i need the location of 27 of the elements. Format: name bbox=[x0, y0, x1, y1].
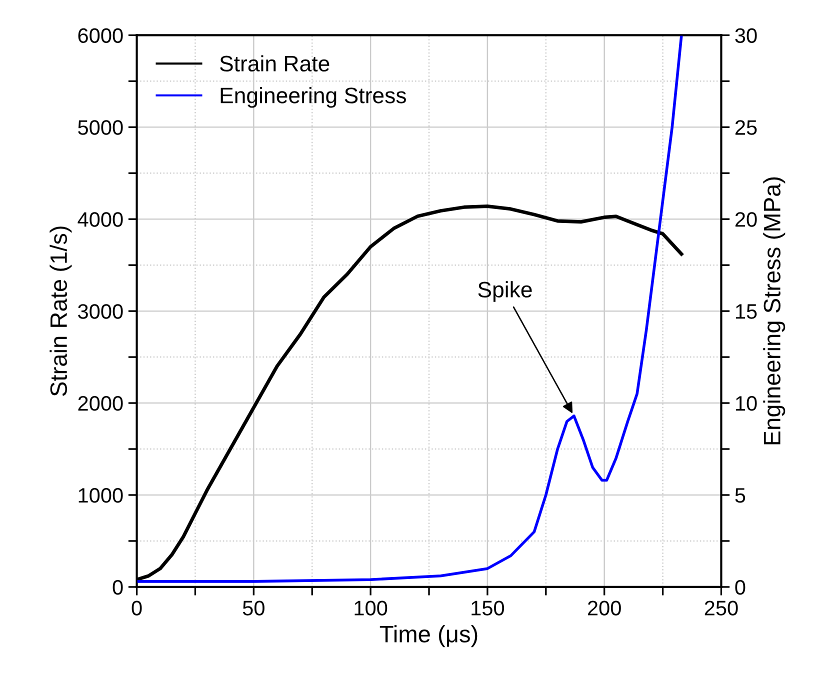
y-tick-label: 0 bbox=[112, 580, 123, 595]
y2-tick-label: 10 bbox=[736, 396, 757, 411]
y2-axis-title: Engineering Stress (MPa) bbox=[763, 177, 786, 444]
legend-label: Strain Rate bbox=[220, 55, 330, 72]
x-tick-label: 250 bbox=[704, 600, 738, 616]
legend-label: Engineering Stress bbox=[220, 87, 406, 108]
x-tick-label: 200 bbox=[588, 600, 621, 616]
x-tick-label: 50 bbox=[242, 600, 264, 616]
annotation: Spike bbox=[478, 281, 532, 302]
line-series bbox=[136, 35, 683, 583]
y-tick-label: 1000 bbox=[78, 488, 123, 503]
y-tick-label: 4000 bbox=[78, 212, 123, 227]
y2-tick-label: 30 bbox=[735, 28, 757, 43]
x-tick-label: 0 bbox=[132, 600, 142, 616]
x-tick-label: 100 bbox=[354, 600, 388, 616]
y2-tick-label: 20 bbox=[735, 212, 757, 227]
x-tick-label: 150 bbox=[472, 600, 504, 616]
y-tick-label: 2000 bbox=[78, 396, 123, 411]
y2-tick-label: 25 bbox=[735, 120, 757, 135]
x-axis-title: Time (μs) bbox=[380, 625, 478, 648]
y-tick-label: 3000 bbox=[78, 304, 123, 319]
y-tick-label: 5000 bbox=[78, 120, 123, 135]
y-axis-title: Strain Rate (1/s) bbox=[50, 226, 72, 396]
y2-tick-label: 15 bbox=[736, 304, 757, 319]
y2-tick-label: 5 bbox=[735, 488, 746, 503]
y-tick-label: 6000 bbox=[78, 28, 123, 43]
y2-tick-label: 0 bbox=[735, 580, 746, 595]
